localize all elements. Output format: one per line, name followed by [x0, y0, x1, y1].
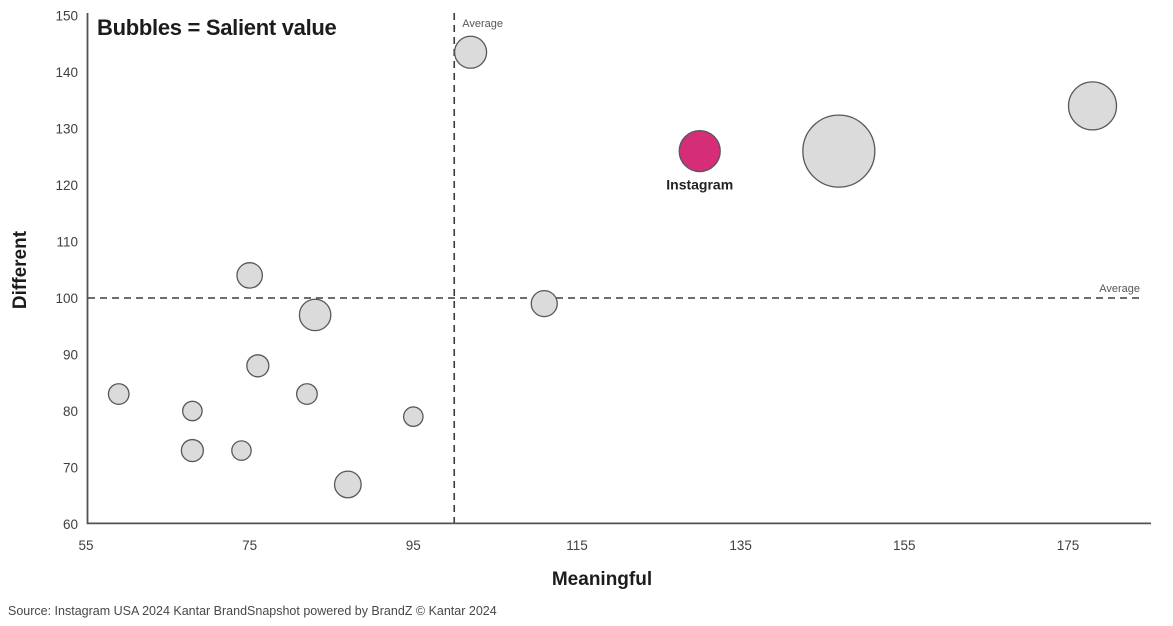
chart-title: Bubbles = Salient value — [97, 15, 337, 40]
bubble — [182, 400, 203, 422]
y-tick-label: 60 — [63, 517, 78, 532]
axis-frame — [86, 13, 1151, 525]
average-label-horizontal: Average — [1099, 283, 1140, 295]
bubble — [402, 406, 424, 427]
average-label-vertical: Average — [462, 18, 503, 30]
bubble — [246, 354, 270, 378]
y-tick-label: 120 — [55, 178, 78, 193]
x-axis-title: Meaningful — [551, 569, 653, 590]
instagram-bubble — [678, 129, 721, 173]
y-tick-label: 140 — [55, 65, 78, 80]
bubble — [530, 289, 558, 318]
bubble — [180, 438, 205, 463]
bubble — [107, 383, 130, 406]
y-tick-label: 100 — [55, 291, 78, 306]
y-axis-title: Different — [10, 230, 31, 310]
y-tick-label: 110 — [56, 235, 78, 250]
x-tick-label: 95 — [406, 538, 421, 553]
bubble — [333, 470, 362, 499]
x-tick-label: 175 — [1057, 538, 1080, 553]
bubble — [1067, 81, 1118, 131]
y-tick-label: 80 — [63, 404, 78, 419]
bubble — [236, 262, 264, 289]
x-tick-label: 155 — [893, 538, 916, 553]
bubble — [295, 383, 318, 406]
x-tick-label: 75 — [242, 538, 257, 553]
y-tick-label: 150 — [55, 9, 78, 24]
y-tick-label: 70 — [63, 461, 78, 476]
x-tick-label: 55 — [78, 538, 93, 553]
bubble — [802, 114, 876, 188]
x-tick-label: 135 — [729, 538, 752, 553]
x-tick-label: 115 — [566, 538, 588, 553]
bubble — [453, 35, 488, 69]
bubble — [231, 440, 252, 461]
source-attribution: Source: Instagram USA 2024 Kantar BrandS… — [8, 604, 497, 618]
instagram-bubble-label: Instagram — [666, 177, 733, 193]
bubble — [298, 298, 332, 332]
y-tick-label: 130 — [55, 122, 78, 137]
y-tick-label: 90 — [63, 348, 78, 363]
